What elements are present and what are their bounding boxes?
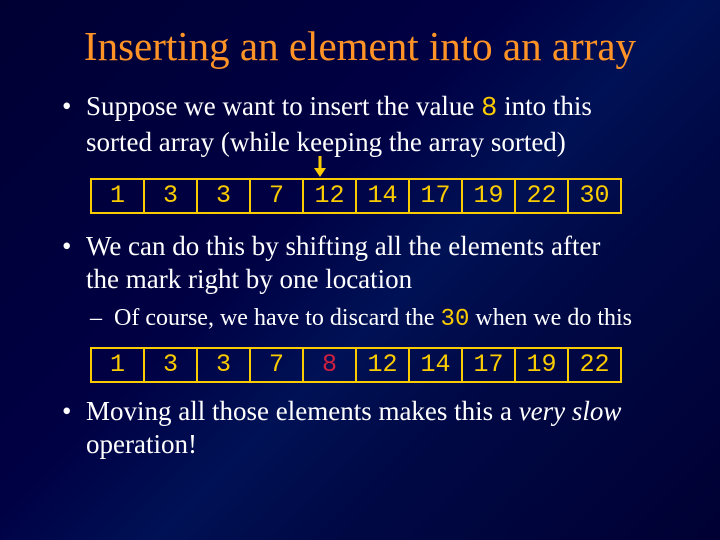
bullet-list: Suppose we want to insert the value 8 in…: [56, 90, 670, 160]
array-cell: 1: [91, 179, 144, 213]
array-1: 1337121417192230: [90, 178, 622, 214]
b2-b: the mark right by one location: [86, 264, 412, 294]
array-cell: 8: [303, 348, 356, 382]
array-cell: 12: [303, 179, 356, 213]
array-cell: 17: [462, 348, 515, 382]
array-cell: 17: [409, 179, 462, 213]
array-2: 133781214171922: [90, 347, 622, 383]
b1-line2: sorted array (while keeping the array so…: [86, 127, 566, 157]
array-cell: 7: [250, 348, 303, 382]
bullet-list-3: Moving all those elements makes this a v…: [56, 395, 670, 462]
array-2-wrap: 133781214171922: [90, 347, 670, 381]
sub-a: Of course, we have to discard the: [114, 305, 441, 331]
array-cell: 22: [515, 179, 568, 213]
sub-1: Of course, we have to discard the 30 whe…: [86, 303, 670, 335]
slide: Inserting an element into an array Suppo…: [0, 0, 720, 540]
array-cell: 19: [515, 348, 568, 382]
bullet-1: Suppose we want to insert the value 8 in…: [56, 90, 670, 160]
array-cell: 14: [409, 348, 462, 382]
array-cell: 19: [462, 179, 515, 213]
array-cell: 7: [250, 179, 303, 213]
array-cell: 12: [356, 348, 409, 382]
b1-post-a: into this: [497, 91, 592, 121]
array-cell: 22: [568, 348, 621, 382]
array-cell: 3: [197, 348, 250, 382]
array-cell: 14: [356, 179, 409, 213]
arrow-down-icon: [313, 156, 327, 178]
b1-value: 8: [481, 94, 497, 124]
body: Suppose we want to insert the value 8 in…: [0, 70, 720, 462]
array-cell: 30: [568, 179, 621, 213]
bullet-list-2: We can do this by shifting all the eleme…: [56, 230, 670, 335]
array-cell: 3: [144, 179, 197, 213]
sub-val: 30: [441, 306, 470, 333]
bullet-2: We can do this by shifting all the eleme…: [56, 230, 670, 335]
sub-b: when we do this: [469, 305, 632, 331]
array-cell: 3: [144, 348, 197, 382]
array-cell: 1: [91, 348, 144, 382]
sub-list: Of course, we have to discard the 30 whe…: [86, 303, 670, 335]
b3-a: Moving all those elements makes this a: [86, 396, 519, 426]
b1-pre: Suppose we want to insert the value: [86, 91, 481, 121]
array-cell: 3: [197, 179, 250, 213]
b3-em: very slow: [519, 396, 622, 426]
bullet-3: Moving all those elements makes this a v…: [56, 395, 670, 462]
b2-a: We can do this by shifting all the eleme…: [86, 231, 600, 261]
b3-b: operation!: [86, 429, 197, 459]
slide-title: Inserting an element into an array: [0, 0, 720, 70]
array-1-wrap: 1337121417192230: [90, 178, 670, 212]
